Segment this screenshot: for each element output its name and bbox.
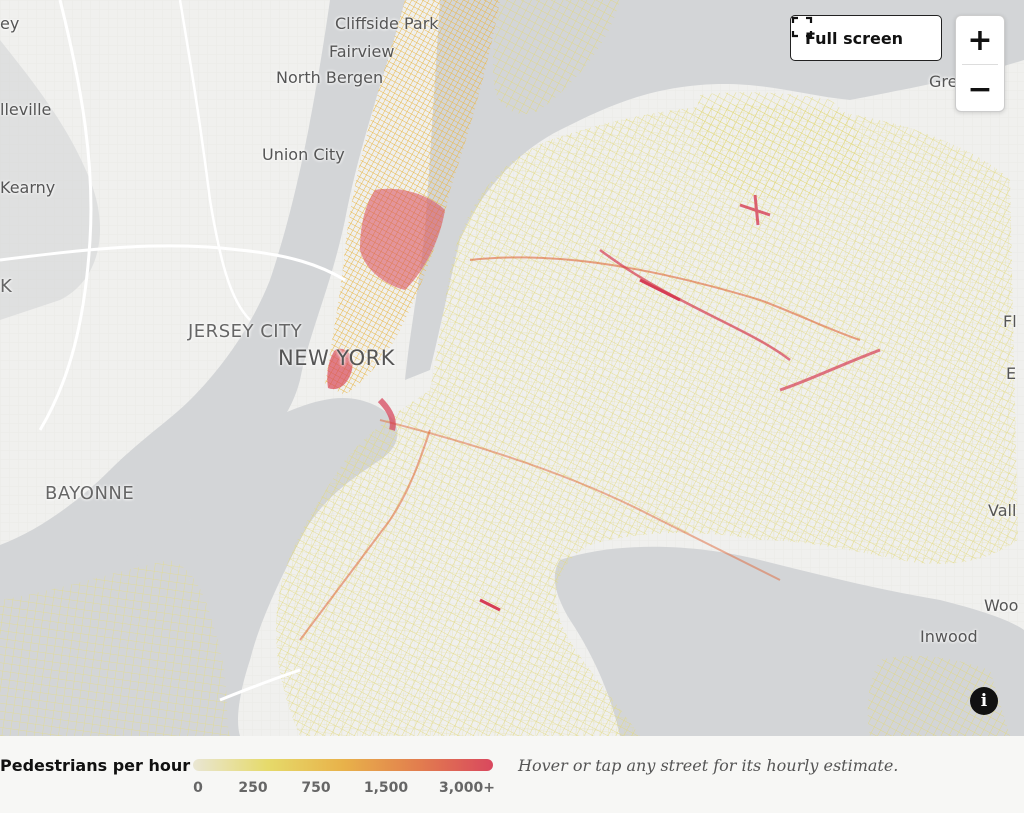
place-label-gre: Gre <box>929 72 958 91</box>
legend-tick: 0 <box>193 780 203 796</box>
place-label-kearny: Kearny <box>0 178 56 197</box>
place-label-vall: Vall <box>988 501 1017 520</box>
legend-tick: 1,500 <box>363 780 409 796</box>
legend-hint: Hover or tap any street for its hourly e… <box>518 756 899 775</box>
zoom-control: + − <box>955 15 1005 112</box>
legend-tick: 750 <box>301 780 331 796</box>
place-label-woo: Woo <box>984 596 1019 615</box>
legend-gradient-bar <box>193 759 493 771</box>
place-label-fairview: Fairview <box>329 42 395 61</box>
fullscreen-icon <box>791 16 813 38</box>
place-label-fl: Fl <box>1003 312 1017 331</box>
place-label-bayonne: BAYONNE <box>45 483 135 504</box>
place-label-new-york: NEW YORK <box>278 346 395 370</box>
map-canvas[interactable]: ey Cliffside Park Fairview North Bergen … <box>0 0 1024 736</box>
place-label-jersey-city: JERSEY CITY <box>188 321 303 342</box>
zoom-out-button[interactable]: − <box>967 71 993 107</box>
place-label-union-city: Union City <box>262 145 345 164</box>
legend-tick: 3,000+ <box>438 780 496 796</box>
fullscreen-label: Full screen <box>805 28 904 48</box>
place-label-ey: ey <box>0 14 20 33</box>
place-label-lleville: lleville <box>0 100 52 119</box>
place-label-inwood: Inwood <box>920 627 978 646</box>
legend: Pedestrians per hour 0 250 750 1,500 3,0… <box>0 736 1024 813</box>
zoom-divider <box>962 64 998 65</box>
place-label-north-bergen: North Bergen <box>276 68 384 87</box>
info-button[interactable]: i <box>970 687 998 715</box>
fullscreen-button[interactable]: Full screen <box>790 15 942 61</box>
place-label-e: E <box>1006 364 1017 383</box>
place-label-cliffside-park: Cliffside Park <box>335 14 439 33</box>
place-label-k: K <box>0 276 13 297</box>
legend-tick: 250 <box>238 780 268 796</box>
info-icon: i <box>980 691 988 711</box>
map-basemap <box>0 0 1024 736</box>
legend-title: Pedestrians per hour <box>0 756 191 775</box>
zoom-in-button[interactable]: + <box>967 22 993 58</box>
